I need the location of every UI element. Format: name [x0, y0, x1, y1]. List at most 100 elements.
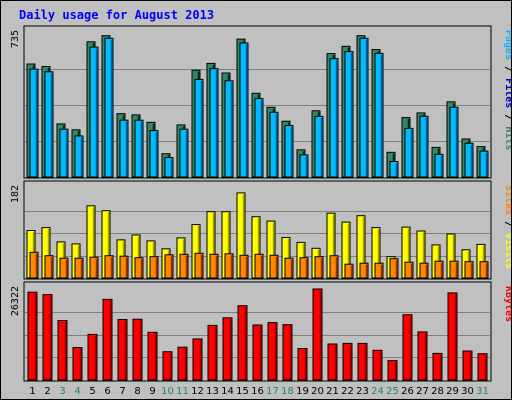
bar-sites-8 — [134, 257, 144, 279]
bar-kbytes-3 — [57, 320, 68, 381]
bar-files-10 — [164, 157, 174, 178]
bar-files-13 — [209, 68, 219, 178]
day-label-31: 31 — [476, 386, 489, 397]
day-axis: 1 2 3 4 5 6 7 8 9 10 11 12 13 14 15 16 17 18 19 20 21 22 23 24 2… — [29, 386, 489, 397]
series-label: Pages / Files / Hits — [503, 30, 511, 150]
day-label-29: 29 — [446, 386, 459, 397]
bar-sites-2 — [44, 255, 54, 279]
day-label-4: 4 — [74, 386, 80, 397]
bar-sites-23 — [359, 262, 369, 279]
bar-files-4 — [74, 135, 84, 178]
bar-kbytes-17 — [267, 322, 278, 381]
bar-kbytes-27 — [417, 331, 428, 381]
panel-kbytes: 26322 KBytes — [10, 281, 511, 382]
bar-files-16 — [254, 98, 264, 178]
bar-kbytes-10 — [162, 351, 173, 381]
day-label-26: 26 — [401, 386, 414, 397]
day-label-19: 19 — [296, 386, 309, 397]
day-label-18: 18 — [281, 386, 294, 397]
day-label-9: 9 — [149, 386, 155, 397]
bar-files-1 — [29, 68, 39, 178]
bar-kbytes-23 — [357, 342, 368, 381]
bar-kbytes-2 — [42, 294, 53, 381]
scale-label: 182 — [10, 185, 21, 203]
bar-files-27 — [419, 115, 429, 178]
series-label-part: KBytes — [503, 286, 511, 322]
series-label-part: Sites — [503, 185, 511, 215]
bar-sites-24 — [374, 262, 384, 279]
bar-kbytes-7 — [117, 319, 128, 381]
series-label: Sites / Visits — [503, 185, 511, 269]
bar-sites-19 — [299, 257, 309, 279]
bar-sites-6 — [104, 255, 114, 279]
bar-kbytes-13 — [207, 324, 218, 381]
day-label-14: 14 — [221, 386, 234, 397]
day-label-2: 2 — [44, 386, 50, 397]
bar-files-18 — [284, 125, 294, 178]
day-label-15: 15 — [236, 386, 249, 397]
day-label-16: 16 — [251, 386, 264, 397]
day-label-27: 27 — [416, 386, 429, 397]
bar-kbytes-16 — [252, 324, 263, 381]
bar-sites-20 — [314, 256, 324, 279]
bar-files-5 — [89, 46, 99, 178]
bar-sites-29 — [449, 260, 459, 279]
series-label-part: Hits — [503, 126, 511, 150]
bar-kbytes-21 — [327, 343, 338, 381]
chart-title: Daily usage for August 2013 — [19, 8, 214, 22]
bar-files-17 — [269, 111, 279, 178]
bar-files-28 — [434, 153, 444, 178]
bar-files-23 — [359, 37, 369, 178]
day-label-17: 17 — [266, 386, 279, 397]
bar-sites-13 — [209, 253, 219, 279]
scale-label: 735 — [10, 30, 21, 48]
bar-sites-27 — [419, 262, 429, 279]
bar-files-6 — [104, 37, 114, 178]
bar-files-15 — [239, 42, 249, 178]
day-label-21: 21 — [326, 386, 339, 397]
series-label: KBytes — [503, 286, 511, 322]
bar-sites-5 — [89, 256, 99, 279]
bar-files-7 — [119, 119, 129, 178]
bar-kbytes-14 — [222, 317, 233, 381]
day-label-1: 1 — [29, 386, 35, 397]
series-label-part: / — [503, 215, 511, 233]
bar-files-20 — [314, 115, 324, 178]
bar-kbytes-4 — [72, 347, 83, 381]
day-label-11: 11 — [176, 386, 189, 397]
bar-kbytes-15 — [237, 305, 248, 381]
day-label-7: 7 — [119, 386, 125, 397]
day-label-13: 13 — [206, 386, 219, 397]
day-label-25: 25 — [386, 386, 399, 397]
bar-files-26 — [404, 127, 414, 178]
bar-kbytes-18 — [282, 324, 293, 381]
bar-sites-17 — [269, 254, 279, 279]
bar-kbytes-5 — [87, 333, 98, 381]
bar-kbytes-19 — [297, 348, 308, 381]
bar-files-2 — [44, 71, 54, 178]
day-label-22: 22 — [341, 386, 354, 397]
bar-kbytes-20 — [312, 288, 323, 381]
day-label-3: 3 — [59, 386, 65, 397]
day-label-10: 10 — [161, 386, 174, 397]
bar-sites-21 — [329, 255, 339, 279]
bar-sites-12 — [194, 252, 204, 279]
bar-sites-28 — [434, 260, 444, 279]
bar-files-24 — [374, 52, 384, 178]
bar-files-19 — [299, 154, 309, 178]
bar-kbytes-11 — [177, 346, 188, 381]
bar-sites-26 — [404, 261, 414, 279]
bar-sites-18 — [284, 257, 294, 279]
bar-sites-16 — [254, 253, 264, 279]
bar-sites-25 — [389, 258, 399, 279]
bar-kbytes-6 — [102, 298, 113, 381]
bar-files-8 — [134, 119, 144, 178]
panel-visits-sites: 182 Sites / Visits — [10, 180, 511, 280]
panel-hits-files-pages: 735 Pages / Files / Hits — [10, 25, 511, 179]
bar-kbytes-28 — [432, 352, 443, 381]
day-label-5: 5 — [89, 386, 95, 397]
series-label-part: / — [503, 60, 511, 78]
day-label-24: 24 — [371, 386, 384, 397]
bar-sites-11 — [179, 253, 189, 279]
